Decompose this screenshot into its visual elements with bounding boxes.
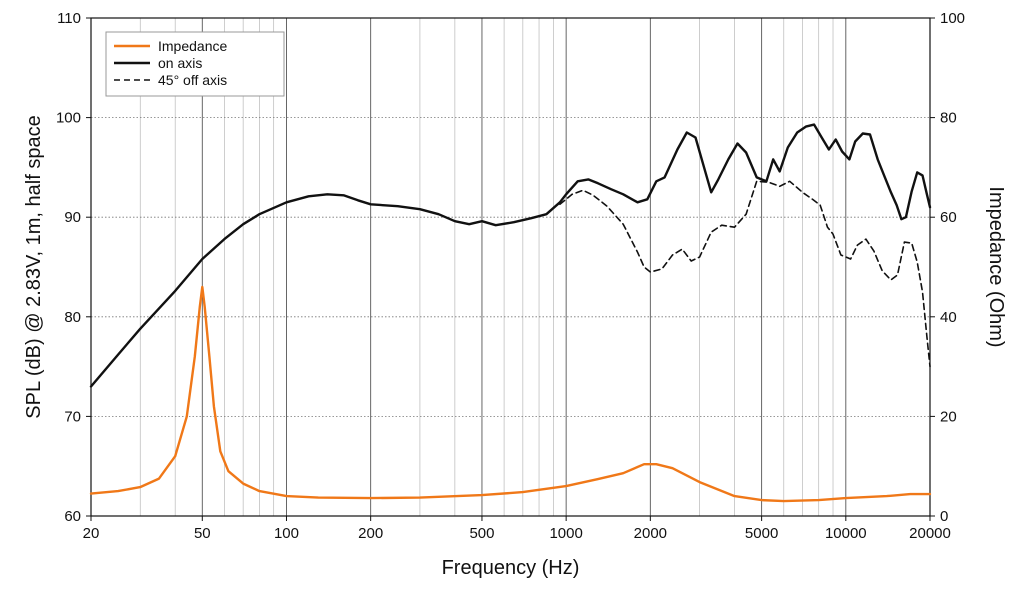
y-axis-right-title: Impedance (Ohm) [985, 186, 1007, 347]
series-line-impedance [89, 285, 932, 503]
x-tick-label: 10000 [825, 525, 867, 542]
x-tick-label: 100 [274, 525, 299, 542]
y-left-tick-label: 90 [64, 209, 81, 226]
x-tick-label: 200 [358, 525, 383, 542]
x-tick-label: 500 [469, 525, 494, 542]
x-tick-label: 20 [83, 525, 100, 542]
series-layer [89, 123, 932, 503]
x-tick-label: 50 [194, 525, 211, 542]
y-left-tick-label: 100 [56, 110, 81, 127]
x-tick-label: 1000 [549, 525, 582, 542]
series-line-on-axis [89, 123, 932, 388]
y-left-tick-label: 80 [64, 309, 81, 326]
x-tick-label: 20000 [909, 525, 951, 542]
y-left-tick-label: 60 [64, 508, 81, 525]
y-left-tick-label: 70 [64, 408, 81, 425]
y-right-tick-label: 100 [940, 10, 965, 27]
y-right-tick-label: 80 [940, 110, 957, 127]
legend: Impedance on axis 45° off axis [105, 31, 285, 97]
y-axis-left-title: SPL (dB) @ 2.83V, 1m, half space [23, 115, 45, 418]
y-right-tick-label: 60 [940, 209, 957, 226]
tick-labels: 20 50 100 200 500 1000 2000 5000 10000 2000060708… [56, 10, 965, 542]
legend-label-on-axis: on axis [158, 55, 202, 71]
legend-label-impedance: Impedance [158, 38, 227, 54]
series-line-45-off-axis [559, 180, 931, 368]
grid [91, 18, 930, 516]
x-tick-label: 5000 [745, 525, 778, 542]
y-right-tick-label: 0 [940, 508, 948, 525]
plot-frame [90, 17, 931, 517]
y-left-tick-label: 110 [57, 10, 81, 27]
x-tick-label: 2000 [634, 525, 667, 542]
legend-label-off-axis: 45° off axis [158, 72, 227, 88]
y-right-tick-label: 40 [940, 309, 957, 326]
y-right-tick-label: 20 [940, 408, 957, 425]
x-axis-title: Frequency (Hz) [442, 557, 580, 579]
